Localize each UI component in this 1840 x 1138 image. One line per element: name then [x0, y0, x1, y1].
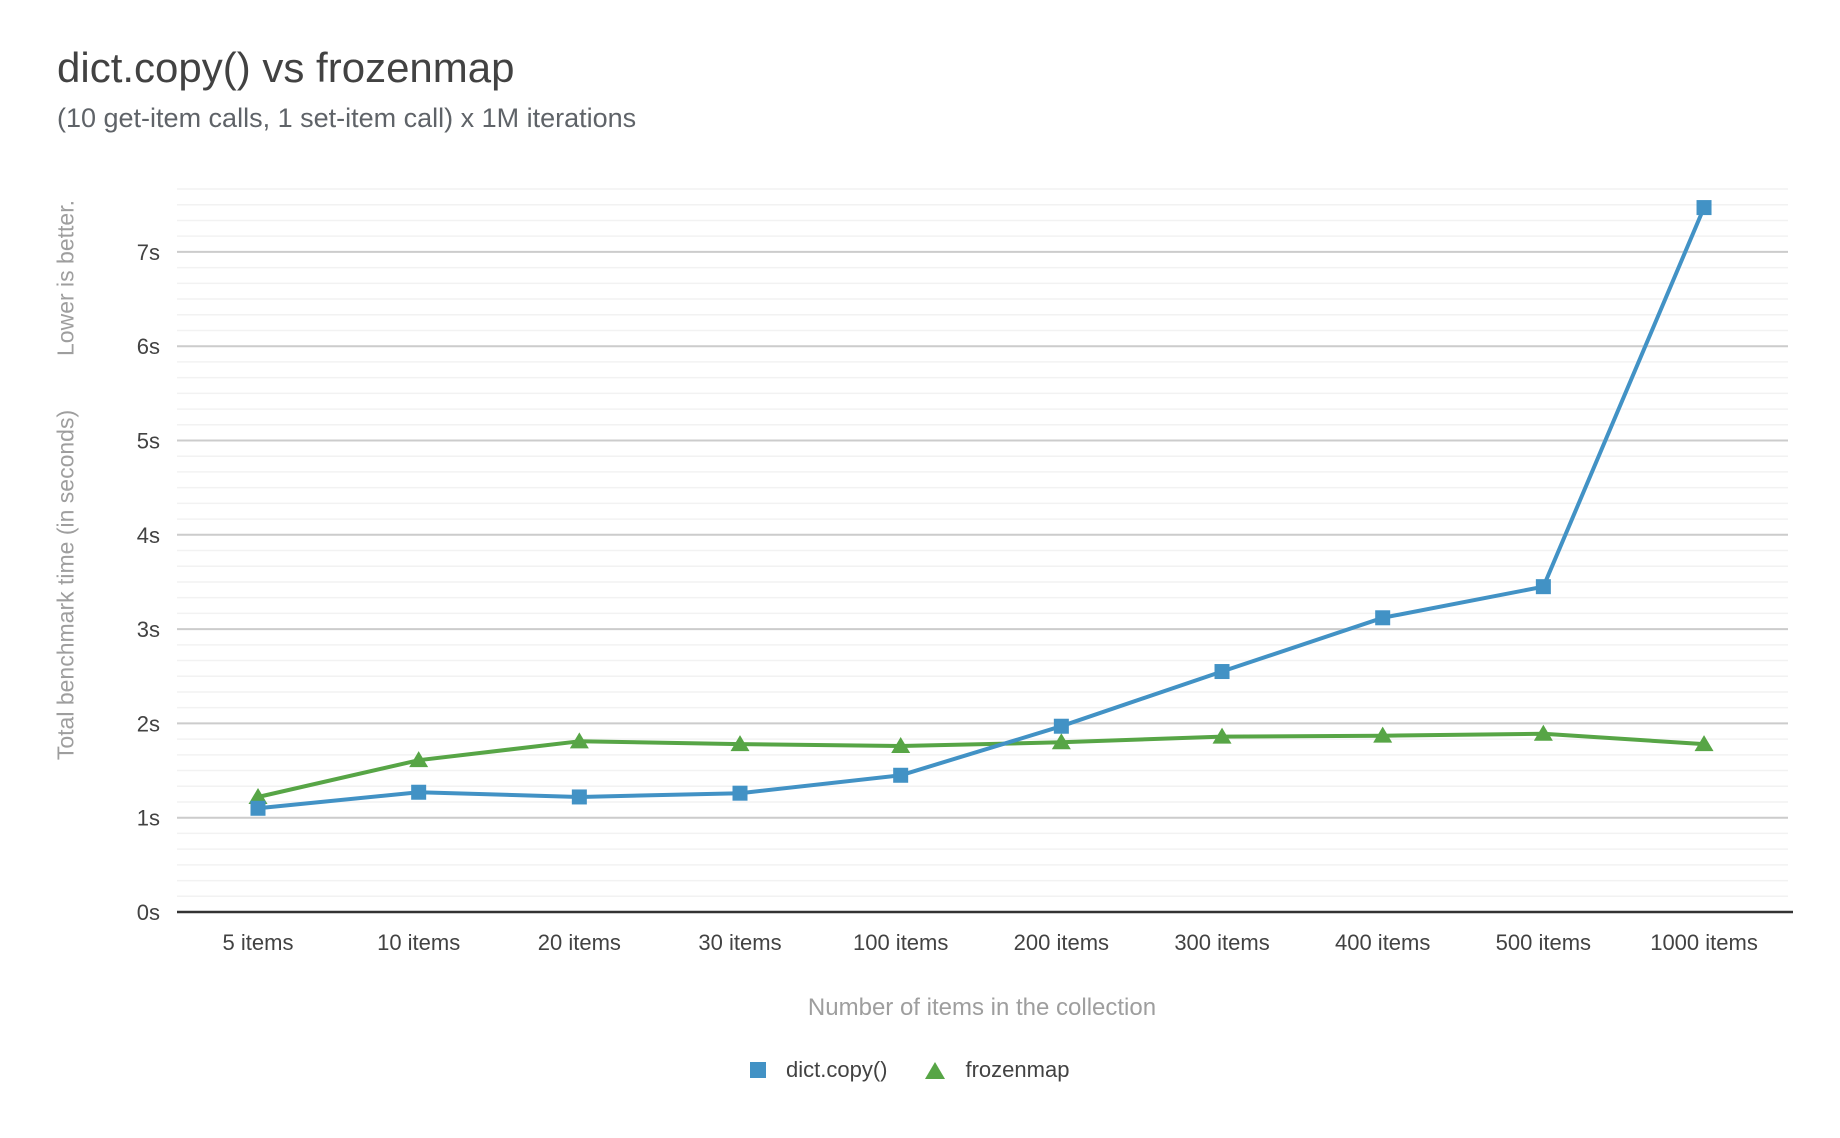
chart-legend: dict.copy() frozenmap: [750, 1055, 1069, 1085]
data-point-marker-square[interactable]: [1214, 664, 1230, 680]
legend-triangle-icon: [925, 1061, 946, 1079]
y-tick-label: 0s: [137, 900, 160, 925]
series-line-dict-copy-: [256, 205, 1706, 811]
legend-square-icon: [750, 1062, 766, 1078]
chart-title: dict.copy() vs frozenmap: [57, 44, 515, 91]
x-axis-title: Number of items in the collection: [807, 994, 1157, 1021]
data-point-marker-square[interactable]: [893, 767, 909, 783]
x-tick-label: 20 items: [538, 930, 621, 955]
data-point-marker-square[interactable]: [1053, 718, 1069, 734]
data-point-marker-square[interactable]: [1375, 610, 1391, 626]
y-axis-note: Lower is better.: [52, 200, 79, 356]
y-axis-title: Total benchmark time (in seconds): [52, 409, 79, 761]
legend-label: frozenmap: [965, 1057, 1070, 1082]
data-point-marker-square[interactable]: [1696, 200, 1712, 216]
legend-item-frozenmap: frozenmap: [925, 1057, 1069, 1083]
y-tick-label: 4s: [137, 523, 160, 548]
x-tick-label: 30 items: [698, 930, 781, 955]
legend-item-dict-copy-: dict.copy(): [750, 1057, 887, 1083]
chart-subtitle: (10 get-item calls, 1 set-item call) x 1…: [57, 103, 637, 133]
data-point-marker-square[interactable]: [411, 784, 427, 800]
data-point-marker-triangle[interactable]: [730, 735, 750, 752]
x-tick-label: 400 items: [1335, 930, 1430, 955]
y-tick-label: 3s: [137, 617, 160, 642]
data-point-marker-triangle[interactable]: [248, 787, 268, 804]
x-tick-label: 500 items: [1496, 930, 1591, 955]
data-point-marker-square[interactable]: [250, 800, 266, 816]
y-tick-label: 2s: [137, 711, 160, 736]
y-tick-label: 7s: [137, 240, 160, 265]
data-point-marker-square[interactable]: [571, 789, 587, 805]
data-point-marker-triangle[interactable]: [409, 751, 429, 768]
y-tick-label: 5s: [137, 429, 160, 454]
x-tick-label: 100 items: [853, 930, 948, 955]
data-point-marker-triangle[interactable]: [1533, 724, 1553, 741]
data-point-marker-square[interactable]: [732, 785, 748, 801]
data-point-marker-triangle[interactable]: [1694, 735, 1714, 752]
y-tick-label: 6s: [137, 334, 160, 359]
x-tick-label: 1000 items: [1650, 930, 1758, 955]
data-point-marker-triangle[interactable]: [1051, 733, 1071, 750]
series-line-frozenmap: [256, 731, 1706, 799]
data-point-marker-triangle[interactable]: [891, 737, 911, 754]
y-tick-label: 1s: [137, 806, 160, 831]
x-tick-label: 300 items: [1174, 930, 1269, 955]
data-point-marker-triangle[interactable]: [1212, 727, 1232, 744]
x-tick-label: 200 items: [1014, 930, 1109, 955]
data-point-marker-triangle[interactable]: [569, 732, 589, 749]
legend-label: dict.copy(): [786, 1057, 888, 1082]
x-tick-label: 5 items: [223, 930, 294, 955]
data-point-marker-square[interactable]: [1535, 579, 1551, 595]
data-point-marker-triangle[interactable]: [1373, 726, 1393, 743]
x-tick-label: 10 items: [377, 930, 460, 955]
